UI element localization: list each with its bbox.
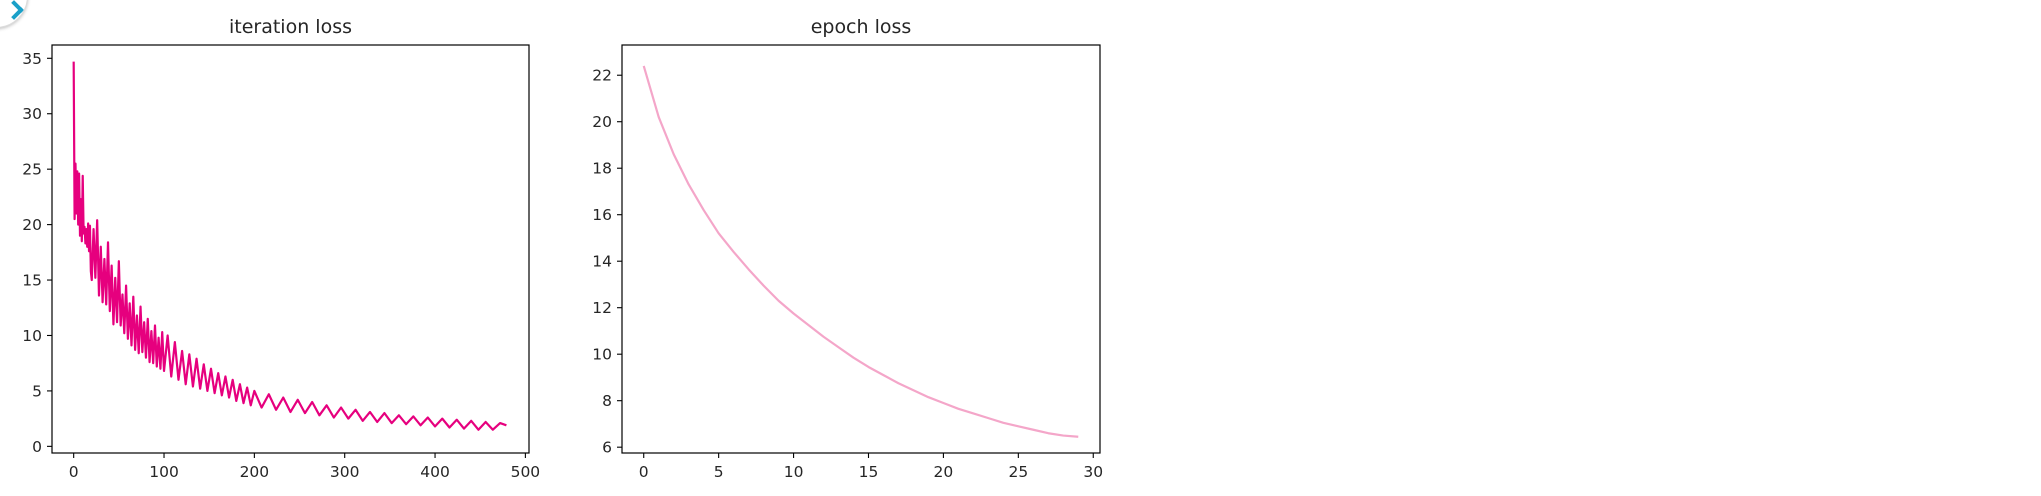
x-tick-label: 500 [511,463,541,481]
y-tick-label: 14 [592,253,612,271]
x-tick-label: 0 [69,463,79,481]
x-tick-label: 300 [330,463,360,481]
plot-frame [51,44,530,454]
y-tick-label: 35 [22,50,42,68]
y-tick-label: 8 [602,392,612,410]
y-tick-label: 20 [22,216,42,234]
epoch-loss-title: epoch loss [811,16,912,38]
plot-frame [621,44,1101,454]
y-tick-label: 0 [32,438,42,456]
y-tick-label: 15 [22,272,42,290]
y-tick-label: 20 [592,113,612,131]
y-tick-label: 18 [592,160,612,178]
x-tick-label: 400 [420,463,450,481]
epoch-loss-line [642,65,1079,438]
x-tick-label: 15 [859,463,879,481]
x-tick-label: 5 [714,463,724,481]
epoch-loss-chart: epoch loss 0 5 10 15 20 25 30 6 8 10 12 14 16 18 20 22 [592,16,1103,481]
x-tick-label: 100 [149,463,179,481]
x-tick-label: 30 [1083,463,1103,481]
x-tick-label: 0 [639,463,649,481]
x-tick-label: 25 [1008,463,1028,481]
y-tick-label: 30 [22,105,42,123]
iteration-loss-chart: iteration loss 0 100 200 300 400 500 0 5 10 15 20 25… [22,16,540,481]
y-tick-label: 6 [602,439,612,457]
x-tick-label: 20 [934,463,954,481]
iteration-loss-title: iteration loss [229,16,352,38]
y-tick-label: 5 [32,382,42,400]
x-tick-label: 200 [240,463,270,481]
x-tick-label: 10 [784,463,804,481]
y-tick-label: 22 [592,67,612,85]
y-tick-label: 25 [22,161,42,179]
y-tick-label: 10 [22,327,42,345]
iteration-loss-line [72,61,507,431]
y-tick-label: 16 [592,206,612,224]
y-tick-label: 10 [592,346,612,364]
y-tick-label: 12 [592,299,612,317]
